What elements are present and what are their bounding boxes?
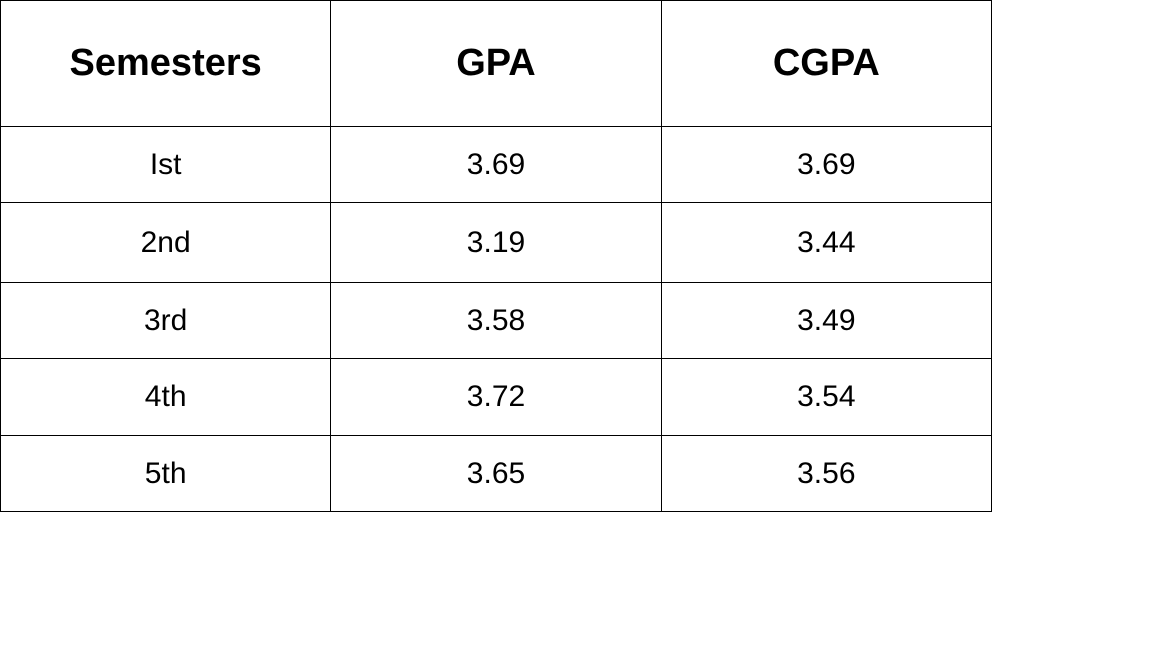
table-row: 4th 3.72 3.54 <box>0 358 993 436</box>
gpa-cell: 3.72 <box>330 358 662 436</box>
header-row: Semesters GPA CGPA <box>0 0 993 127</box>
cgpa-cell: 3.56 <box>660 435 993 512</box>
cgpa-cell: 3.54 <box>660 358 993 436</box>
cgpa-cell: 3.69 <box>660 126 993 203</box>
semester-cell: Ist <box>0 126 332 203</box>
table-row: 5th 3.65 3.56 <box>0 435 993 512</box>
table-row: 2nd 3.19 3.44 <box>0 202 993 283</box>
gpa-cell: 3.65 <box>330 435 662 512</box>
cgpa-cell: 3.49 <box>660 282 993 359</box>
gpa-cell: 3.58 <box>330 282 662 359</box>
cgpa-cell: 3.44 <box>660 202 993 283</box>
table-row: 3rd 3.58 3.49 <box>0 282 993 359</box>
header-semesters: Semesters <box>0 0 332 127</box>
semester-cell: 4th <box>0 358 332 436</box>
header-cgpa: CGPA <box>660 0 993 127</box>
grades-table: Semesters GPA CGPA Ist 3.69 3.69 2nd 3.1… <box>0 0 993 512</box>
table-body: Ist 3.69 3.69 2nd 3.19 3.44 3rd 3.58 3.4… <box>0 126 993 512</box>
gpa-cell: 3.19 <box>330 202 662 283</box>
gpa-cell: 3.69 <box>330 126 662 203</box>
table-row: Ist 3.69 3.69 <box>0 126 993 203</box>
semester-cell: 2nd <box>0 202 332 283</box>
table-header: Semesters GPA CGPA <box>0 0 993 127</box>
semester-cell: 3rd <box>0 282 332 359</box>
header-gpa: GPA <box>330 0 662 127</box>
semester-cell: 5th <box>0 435 332 512</box>
